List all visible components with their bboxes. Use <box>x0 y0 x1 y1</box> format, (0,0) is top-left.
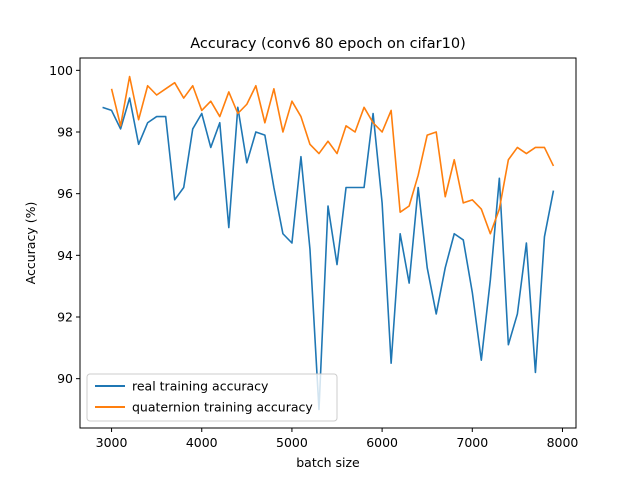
x-axis-ticks: 3000 4000 5000 6000 7000 8000 <box>96 428 579 450</box>
y-tick-label: 94 <box>57 248 73 263</box>
series-line-quaternion <box>110 75 555 235</box>
x-tick-label: 5000 <box>276 435 308 450</box>
x-tick-label: 3000 <box>96 435 128 450</box>
axes-frame <box>79 57 577 429</box>
series-line-real <box>102 97 555 411</box>
chart-title: Accuracy (conv6 80 epoch on cifar10) <box>190 36 465 52</box>
legend-label-real: real training accuracy <box>132 379 269 394</box>
x-tick-label: 7000 <box>456 435 488 450</box>
y-axis-label: Accuracy (%) <box>23 202 38 285</box>
y-tick-label: 90 <box>57 371 73 386</box>
y-tick-label: 98 <box>57 125 73 140</box>
x-tick-label: 4000 <box>186 435 218 450</box>
plot-area <box>102 75 555 411</box>
legend: real training accuracy quaternion traini… <box>86 373 338 422</box>
y-tick-label: 96 <box>57 186 73 201</box>
y-axis-ticks: 90 92 94 96 98 100 <box>49 63 80 386</box>
y-tick-label: 100 <box>49 63 73 78</box>
legend-box <box>86 373 338 422</box>
legend-label-quaternion: quaternion training accuracy <box>132 400 313 415</box>
x-axis-label: batch size <box>296 455 360 470</box>
x-tick-label: 6000 <box>366 435 398 450</box>
x-tick-label: 8000 <box>547 435 579 450</box>
y-tick-label: 92 <box>57 310 73 325</box>
